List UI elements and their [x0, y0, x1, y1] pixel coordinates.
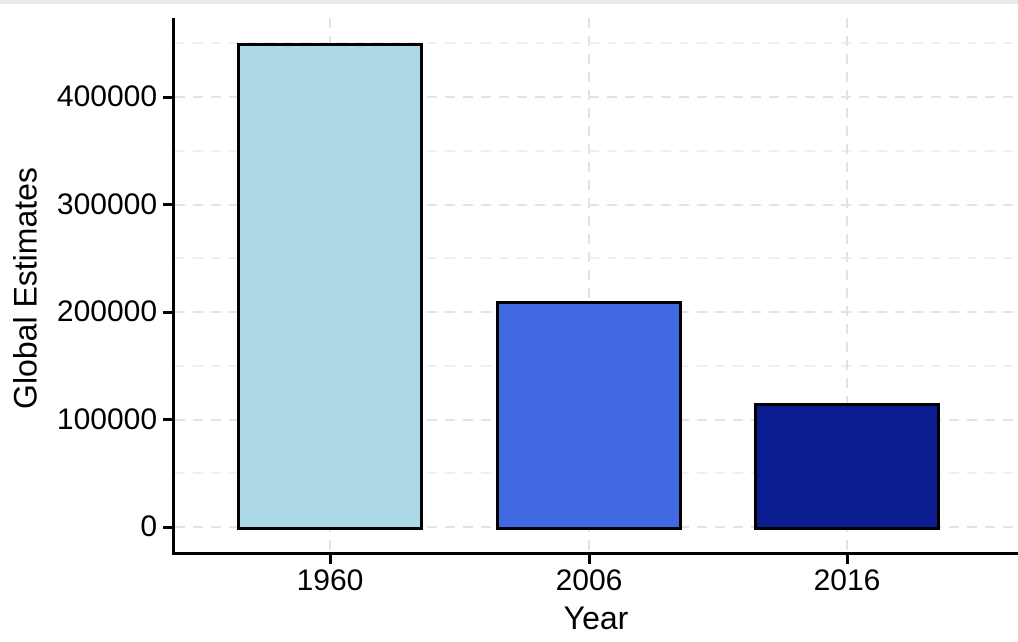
x-tick-label: 2016	[813, 564, 881, 597]
major-gridline	[175, 203, 1018, 206]
x-tick-label: 1960	[296, 564, 364, 597]
y-tick-label: 400000	[56, 80, 157, 113]
window-edge-strip	[0, 0, 1018, 4]
y-axis-line	[172, 18, 175, 555]
vertical-gridline	[846, 18, 848, 552]
minor-gridline	[175, 149, 1018, 152]
bar-2006	[496, 301, 682, 530]
bar-1960	[237, 43, 423, 530]
y-tick-mark	[163, 203, 172, 206]
x-axis-title: Year	[563, 600, 629, 636]
y-axis-title: Global Estimates	[7, 167, 44, 409]
x-tick-label: 2006	[555, 564, 623, 597]
x-tick-mark	[845, 555, 849, 564]
major-gridline	[175, 96, 1018, 98]
x-tick-mark	[587, 555, 591, 564]
y-tick-label: 0	[140, 510, 157, 543]
y-tick-label: 200000	[56, 295, 157, 328]
y-tick-mark	[163, 95, 172, 99]
y-tick-mark	[163, 418, 172, 421]
minor-gridline	[175, 42, 1018, 45]
y-tick-label: 100000	[56, 402, 157, 436]
bar-2016	[754, 403, 940, 530]
minor-gridline	[175, 257, 1018, 260]
vertical-gridline	[588, 18, 590, 552]
y-tick-mark	[163, 525, 172, 529]
x-axis-line	[172, 552, 1018, 555]
y-tick-mark	[163, 310, 172, 314]
y-tick-label: 300000	[56, 187, 157, 221]
x-tick-mark	[328, 555, 332, 564]
